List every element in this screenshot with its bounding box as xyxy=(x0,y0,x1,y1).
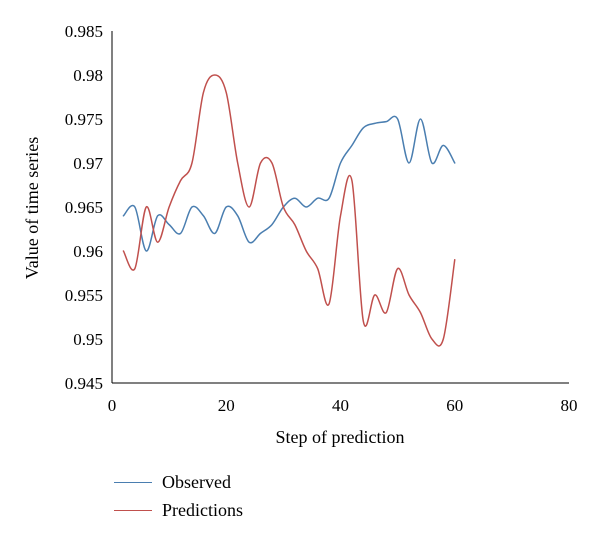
series-lines xyxy=(122,74,456,347)
legend-swatch-predictions xyxy=(114,509,152,511)
y-tick-label: 0.98 xyxy=(73,66,103,85)
y-tick-label: 0.945 xyxy=(65,374,103,393)
tick-labels: 0 20 40 60 80 0.945 0.95 0.955 0.96 0.965 0.97 0.97… xyxy=(65,22,578,415)
y-tick-label: 0.955 xyxy=(65,286,103,305)
y-tick-label: 0.97 xyxy=(73,154,103,173)
x-tick-label: 20 xyxy=(218,396,235,415)
x-tick-label: 40 xyxy=(332,396,349,415)
legend-label-observed: Observed xyxy=(162,471,231,492)
axes xyxy=(111,31,569,384)
y-tick-label: 0.965 xyxy=(65,198,103,217)
y-axis-title: Value of time series xyxy=(22,137,42,279)
y-tick-label: 0.985 xyxy=(65,22,103,41)
legend-item-observed: Observed xyxy=(114,468,243,496)
y-tick-label: 0.95 xyxy=(73,330,103,349)
legend-swatch-observed xyxy=(114,481,152,483)
x-tick-label: 80 xyxy=(561,396,578,415)
legend: Observed Predictions xyxy=(114,468,243,524)
series-line-observed xyxy=(122,115,456,252)
x-tick-label: 0 xyxy=(108,396,117,415)
x-tick-label: 60 xyxy=(446,396,463,415)
y-tick-label: 0.975 xyxy=(65,110,103,129)
series-line-predictions xyxy=(122,74,456,347)
y-tick-label: 0.96 xyxy=(73,242,103,261)
legend-item-predictions: Predictions xyxy=(114,496,243,524)
x-axis-title: Step of prediction xyxy=(276,427,405,447)
legend-label-predictions: Predictions xyxy=(162,499,243,520)
